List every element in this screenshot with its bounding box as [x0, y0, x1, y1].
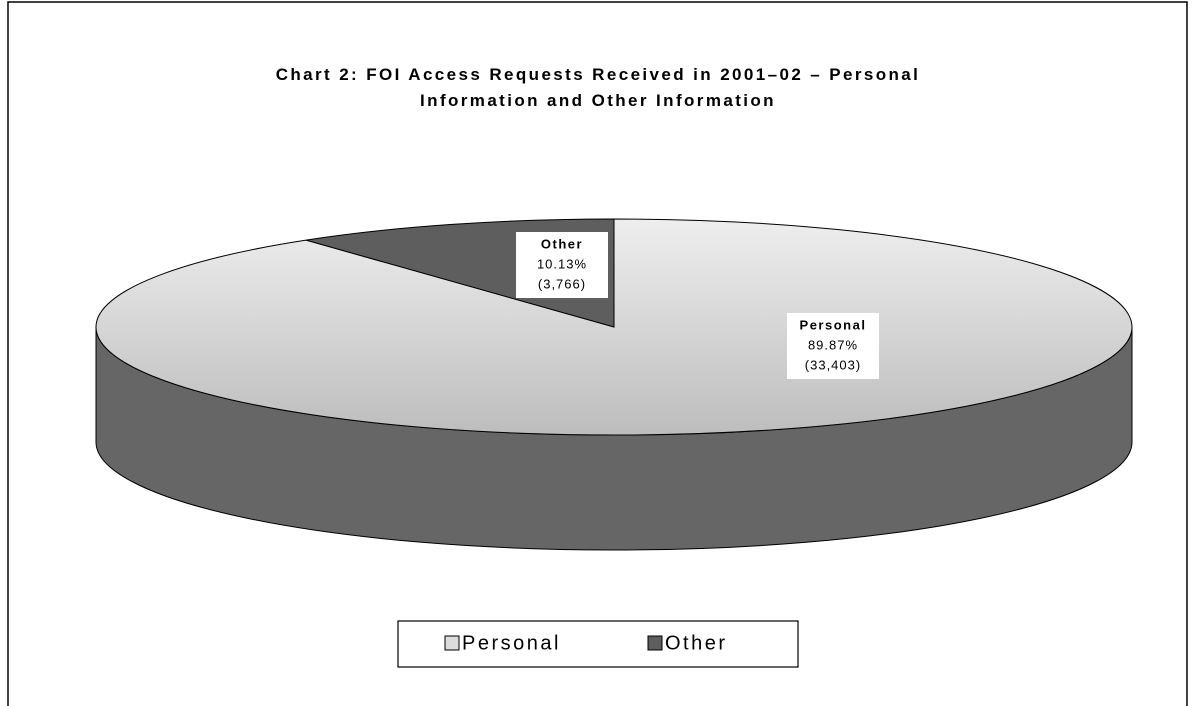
chart-frame	[7, 1, 1188, 706]
legend-swatch	[444, 635, 460, 651]
legend-label: Personal	[462, 632, 561, 654]
data-label-count: (33,403)	[805, 357, 861, 372]
legend-label: Other	[665, 632, 728, 654]
data-label-box	[787, 313, 879, 379]
data-label-box	[516, 232, 608, 298]
data-label-value: 89.87%	[808, 337, 858, 352]
legend-swatch	[647, 635, 663, 651]
data-label-value: 10.13%	[537, 256, 587, 271]
data-label-count: (3,766)	[538, 276, 586, 291]
legend-box	[397, 620, 799, 668]
data-label-name: Personal	[800, 317, 867, 332]
data-label-name: Other	[541, 236, 583, 251]
chart-title: Chart 2: FOI Access Requests Received in…	[275, 65, 921, 110]
